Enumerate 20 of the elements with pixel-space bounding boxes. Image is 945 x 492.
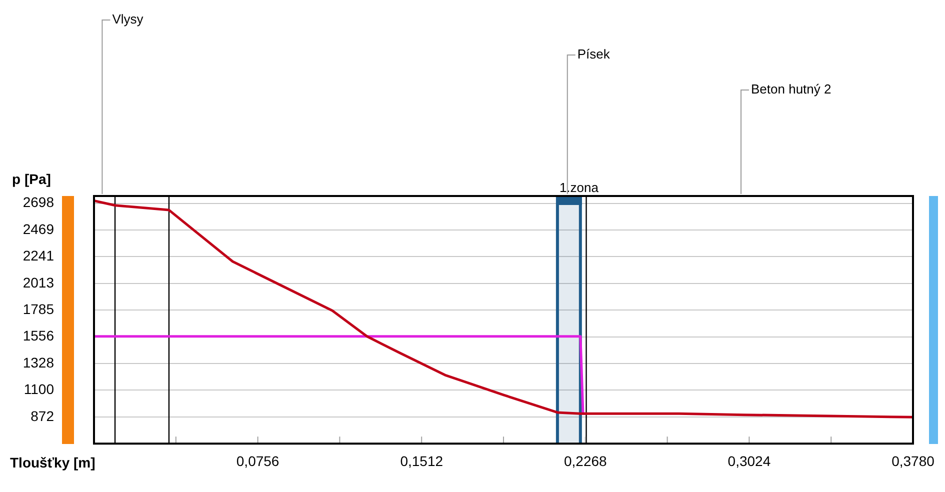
y-tick-label: 2469 <box>22 220 54 237</box>
x-tick-label: 0,3780 <box>892 452 935 469</box>
x-tick-label: 0,2268 <box>564 452 608 469</box>
x-axis-title: Tloušťky [m] <box>10 454 96 471</box>
y-tick-label: 2013 <box>22 274 54 290</box>
y-tick-label: 1100 <box>24 381 54 398</box>
y-tick-label: 1556 <box>22 328 54 344</box>
y-tick-label: 2241 <box>22 248 54 264</box>
band-label: 1.zona <box>559 180 600 196</box>
y-tick-label: 1785 <box>22 300 54 317</box>
y-tick-label: 1328 <box>22 354 54 370</box>
x-tick-label: 0,0756 <box>236 452 280 469</box>
text: Písek <box>577 46 610 62</box>
text: Vlysy <box>112 12 144 27</box>
y-tick-label: 2698 <box>22 194 54 210</box>
x-tick-label: 0,1512 <box>400 452 444 469</box>
y-axis-title: p [Pa] <box>12 171 51 187</box>
y-tick-label: 872 <box>30 408 54 424</box>
x-tick-label: 0,3024 <box>728 452 771 469</box>
text: Beton hutný 2 <box>751 82 832 97</box>
